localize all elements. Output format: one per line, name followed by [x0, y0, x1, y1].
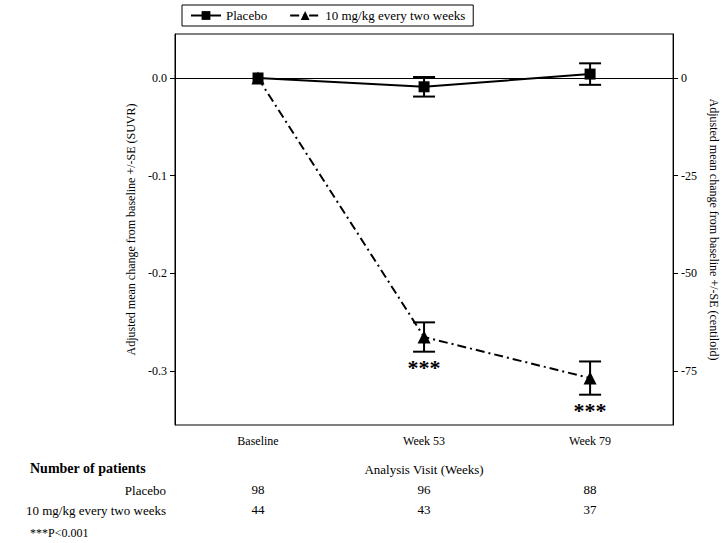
svg-text:-50: -50 — [681, 266, 697, 280]
svg-text:96: 96 — [418, 482, 432, 497]
svg-text:0: 0 — [681, 71, 687, 85]
svg-text:Number of patients: Number of patients — [30, 461, 146, 476]
svg-text:Baseline: Baseline — [237, 434, 278, 448]
svg-text:10 mg/kg every two weeks: 10 mg/kg every two weeks — [26, 503, 166, 518]
svg-text:44: 44 — [252, 502, 266, 517]
svg-text:***P<0.001: ***P<0.001 — [30, 526, 88, 540]
svg-text:Placebo: Placebo — [125, 483, 166, 498]
svg-text:98: 98 — [252, 482, 265, 497]
svg-text:-0.1: -0.1 — [148, 169, 167, 183]
svg-text:Analysis Visit (Weeks): Analysis Visit (Weeks) — [364, 462, 483, 477]
svg-text:88: 88 — [584, 482, 597, 497]
svg-text:Placebo: Placebo — [226, 8, 267, 23]
svg-text:-75: -75 — [681, 364, 697, 378]
svg-text:***: *** — [408, 355, 441, 380]
svg-text:10 mg/kg every two weeks: 10 mg/kg every two weeks — [325, 8, 465, 23]
svg-text:-0.3: -0.3 — [148, 364, 167, 378]
svg-text:-25: -25 — [681, 169, 697, 183]
svg-text:***: *** — [574, 398, 607, 423]
svg-text:Week 79: Week 79 — [569, 434, 611, 448]
svg-text:Week 53: Week 53 — [403, 434, 445, 448]
svg-text:Adjusted mean change from base: Adjusted mean change from baseline +/-SE… — [707, 98, 721, 360]
svg-text:37: 37 — [584, 502, 598, 517]
svg-text:-0.2: -0.2 — [148, 266, 167, 280]
svg-text:Adjusted mean change from base: Adjusted mean change from baseline +/-SE… — [124, 103, 138, 355]
svg-text:43: 43 — [418, 502, 431, 517]
svg-text:0.0: 0.0 — [152, 71, 167, 85]
